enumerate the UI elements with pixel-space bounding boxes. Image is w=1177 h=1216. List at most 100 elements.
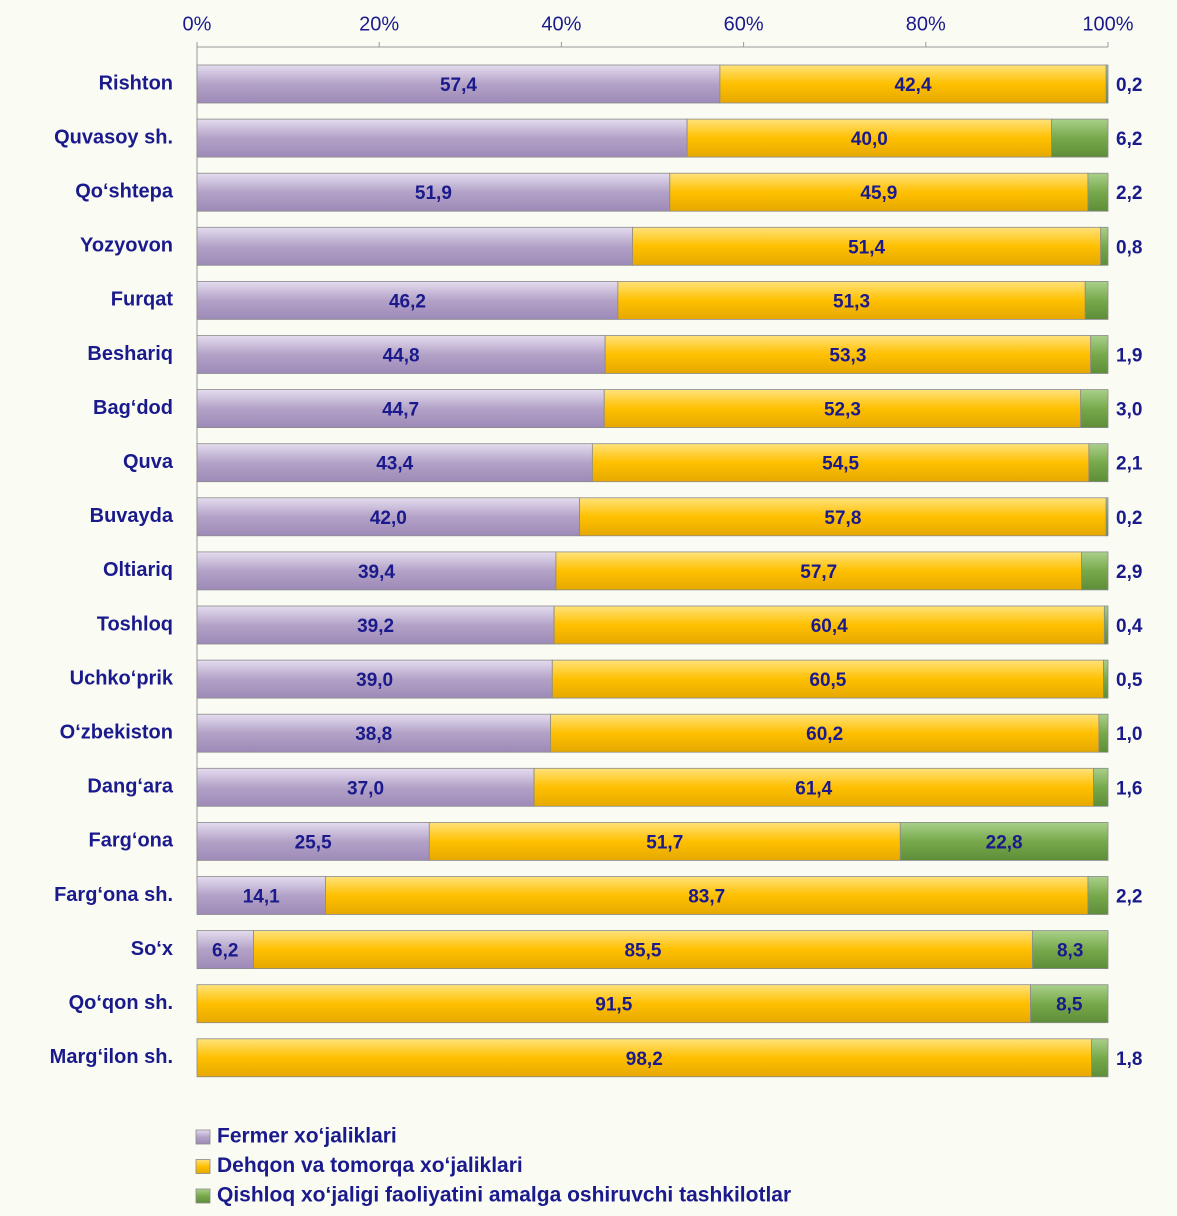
- y-tick-label: Qo‘qon sh.: [69, 992, 173, 1014]
- bar-segment: [1080, 389, 1109, 429]
- bar-segment: [719, 64, 1107, 104]
- data-label: 57,8: [824, 508, 861, 529]
- bar-segment: [196, 930, 254, 969]
- data-label: 38,8: [355, 724, 392, 745]
- bar-segment: [428, 822, 901, 861]
- bar-segment: [196, 713, 551, 753]
- y-tick-label: Toshloq: [97, 613, 173, 635]
- data-label: 6,2: [1116, 129, 1142, 150]
- data-label: 51,3: [833, 291, 870, 312]
- data-label: 6,2: [212, 941, 238, 962]
- bar-segment: [196, 659, 553, 699]
- data-label: 0,2: [1116, 75, 1142, 96]
- y-tick-label: Beshariq: [87, 343, 173, 365]
- bar-segment: [686, 118, 1052, 158]
- data-label: 2,2: [1116, 887, 1142, 908]
- bar-segment: [1087, 876, 1109, 915]
- x-tick-label: 100%: [1082, 13, 1133, 35]
- data-label: 39,2: [357, 616, 394, 637]
- data-label: 0,8: [1116, 237, 1142, 258]
- bar-segment: [591, 443, 1090, 483]
- x-tick-label: 40%: [541, 13, 581, 35]
- bar-segment: [899, 822, 1109, 861]
- data-label: 98,2: [626, 1049, 663, 1070]
- bar-segment: [603, 389, 1082, 429]
- bar-segment: [1051, 118, 1109, 158]
- bar-segment: [1100, 226, 1109, 266]
- data-label: 0,2: [1116, 508, 1142, 529]
- y-tick-label: Marg‘ilon sh.: [50, 1046, 173, 1068]
- bar-segment: [196, 226, 633, 266]
- bar-segment: [1105, 497, 1109, 537]
- bar-segment: [196, 280, 619, 320]
- bar-segment: [1103, 659, 1109, 699]
- legend-label: Fermer xo‘jaliklari: [217, 1125, 397, 1148]
- data-label: 44,7: [382, 400, 419, 421]
- data-label: 39,0: [356, 670, 393, 691]
- data-label: 57,7: [800, 562, 837, 583]
- data-label: 1,9: [1116, 346, 1142, 367]
- data-label: 8,3: [1057, 941, 1083, 962]
- data-label: 54,5: [822, 454, 859, 475]
- y-tick-label: O‘zbekiston: [60, 721, 173, 743]
- bar-segment: [551, 659, 1104, 699]
- data-label: 1,0: [1116, 724, 1142, 745]
- data-label: 51,7: [646, 832, 683, 853]
- bar-segment: [196, 497, 581, 537]
- data-label: 45,9: [860, 183, 897, 204]
- bar-segment: [196, 389, 605, 429]
- x-tick-label: 80%: [906, 13, 946, 35]
- data-label: 40,0: [851, 129, 888, 150]
- bar-segment: [1090, 335, 1109, 374]
- bar-segment: [1031, 930, 1109, 969]
- bar-segment: [617, 280, 1086, 320]
- data-label: 39,4: [358, 562, 395, 583]
- data-label: 1,8: [1116, 1049, 1142, 1070]
- data-label: 52,3: [824, 400, 861, 421]
- y-tick-label: Qo‘shtepa: [75, 180, 174, 202]
- bar-segment: [553, 605, 1105, 645]
- y-tick-label: So‘x: [131, 938, 173, 960]
- data-label: 14,1: [243, 887, 280, 908]
- data-label: 42,0: [370, 508, 407, 529]
- data-label: 2,1: [1116, 454, 1143, 475]
- data-label: 0,5: [1116, 670, 1143, 691]
- legend-swatch: [195, 1129, 211, 1145]
- bar-segment: [533, 767, 1094, 807]
- bar-segment: [550, 713, 1100, 753]
- legend-swatch: [195, 1159, 211, 1174]
- data-label: 91,5: [595, 995, 632, 1016]
- bar-segment: [196, 443, 593, 483]
- data-label: 44,8: [383, 346, 420, 367]
- y-tick-label: Quvasoy sh.: [54, 126, 173, 148]
- y-tick-label: Yozyovon: [80, 235, 173, 257]
- data-label: 53,3: [829, 346, 866, 367]
- data-label: 51,9: [415, 183, 452, 204]
- data-label: 3,0: [1116, 400, 1142, 421]
- y-tick-label: Rishton: [99, 72, 173, 94]
- bar-segment: [1088, 443, 1109, 483]
- legend-swatch: [195, 1188, 211, 1204]
- bar-segment: [1103, 605, 1109, 645]
- bar-segment: [325, 876, 1089, 915]
- data-label: 25,5: [295, 832, 332, 853]
- data-label: 46,2: [389, 291, 426, 312]
- y-tick-label: Furqat: [111, 289, 174, 311]
- bar-segment: [1081, 551, 1109, 591]
- data-label: 0,4: [1116, 616, 1143, 637]
- x-tick-label: 20%: [359, 13, 399, 35]
- bar-segment: [579, 497, 1107, 537]
- bar-segment: [1030, 984, 1109, 1024]
- bar-segment: [253, 930, 1033, 969]
- y-tick-label: Farg‘ona sh.: [54, 884, 173, 906]
- data-label: 37,0: [347, 778, 384, 799]
- bar-segment: [1087, 172, 1109, 212]
- y-tick-label: Uchko‘prik: [70, 667, 174, 689]
- data-label: 1,6: [1116, 778, 1142, 799]
- legend-label: Dehqon va tomorqa xo‘jaliklari: [217, 1154, 523, 1177]
- data-label: 60,4: [811, 616, 848, 637]
- data-label: 83,7: [688, 887, 725, 908]
- data-label: 57,4: [440, 75, 477, 96]
- data-label: 22,8: [986, 832, 1023, 853]
